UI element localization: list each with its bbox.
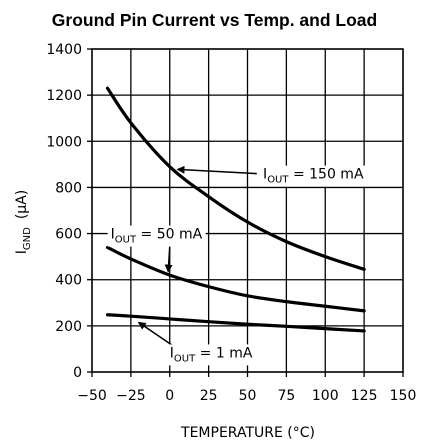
series-line-50ma: [105, 245, 366, 313]
plot-frame: [91, 48, 404, 373]
label-1ma-sub: OUT: [174, 353, 196, 364]
tick-labels: −50 −25 0 25 50 75 100 125 150 0 200 400 600 800 1000 1…: [46, 42, 416, 404]
label-150ma: IOUT = 150 mA: [263, 167, 364, 186]
grid: [87, 48, 404, 377]
y-tick-label: 1200: [46, 88, 82, 104]
y-tick-label: 1400: [46, 42, 82, 58]
x-tick-label: 125: [351, 388, 378, 404]
x-tick-label: 150: [390, 388, 417, 404]
y-tick-label: 1000: [46, 134, 82, 150]
series-line-1ma: [105, 313, 366, 333]
label-1ma: IOUT = 1 mA: [170, 345, 253, 364]
series-line-150ma: [105, 86, 366, 271]
label-1ma-bg: [166, 344, 256, 366]
y-axis-label-unit: (μA): [14, 190, 30, 219]
series-lines: [105, 86, 366, 333]
label-1ma-main: I: [170, 345, 174, 361]
label-50ma-bg: [107, 225, 206, 247]
label-1ma-rest: = 1 mA: [195, 345, 253, 361]
label-50ma-arrow: [164, 246, 173, 273]
label-50ma-sub: OUT: [115, 235, 137, 246]
x-tick-label: −25: [116, 388, 146, 404]
x-tick-label: −50: [77, 388, 107, 404]
label-50ma-main: I: [111, 227, 115, 243]
x-tick-label: 75: [277, 388, 295, 404]
label-150ma-sub: OUT: [267, 175, 289, 186]
y-axis-label-sub: GND: [22, 227, 33, 250]
y-tick-label: 200: [55, 319, 82, 335]
y-tick-label: 800: [55, 180, 82, 196]
plot-border: [91, 48, 404, 373]
label-150ma-arrow: [176, 165, 257, 175]
label-50ma: IOUT = 50 mA: [111, 227, 203, 246]
label-150ma-bg: [260, 165, 367, 187]
y-axis-label-main: I: [14, 250, 30, 254]
label-150ma-rest: = 150 mA: [289, 167, 364, 183]
y-tick-label: 400: [55, 273, 82, 289]
x-tick-label: 50: [239, 388, 257, 404]
y-tick-label: 0: [73, 365, 82, 381]
x-tick-label: 25: [200, 388, 218, 404]
label-150ma-main: I: [263, 167, 267, 183]
x-tick-label: 100: [312, 388, 339, 404]
y-axis-label: IGND (μA): [14, 190, 33, 255]
chart-title: Ground Pin Current vs Temp. and Load: [51, 10, 378, 30]
y-tick-label: 600: [55, 227, 82, 243]
x-axis-label: TEMPERATURE (°C): [180, 425, 315, 441]
label-50ma-rest: = 50 mA: [136, 227, 203, 243]
x-tick-label: 0: [165, 388, 174, 404]
